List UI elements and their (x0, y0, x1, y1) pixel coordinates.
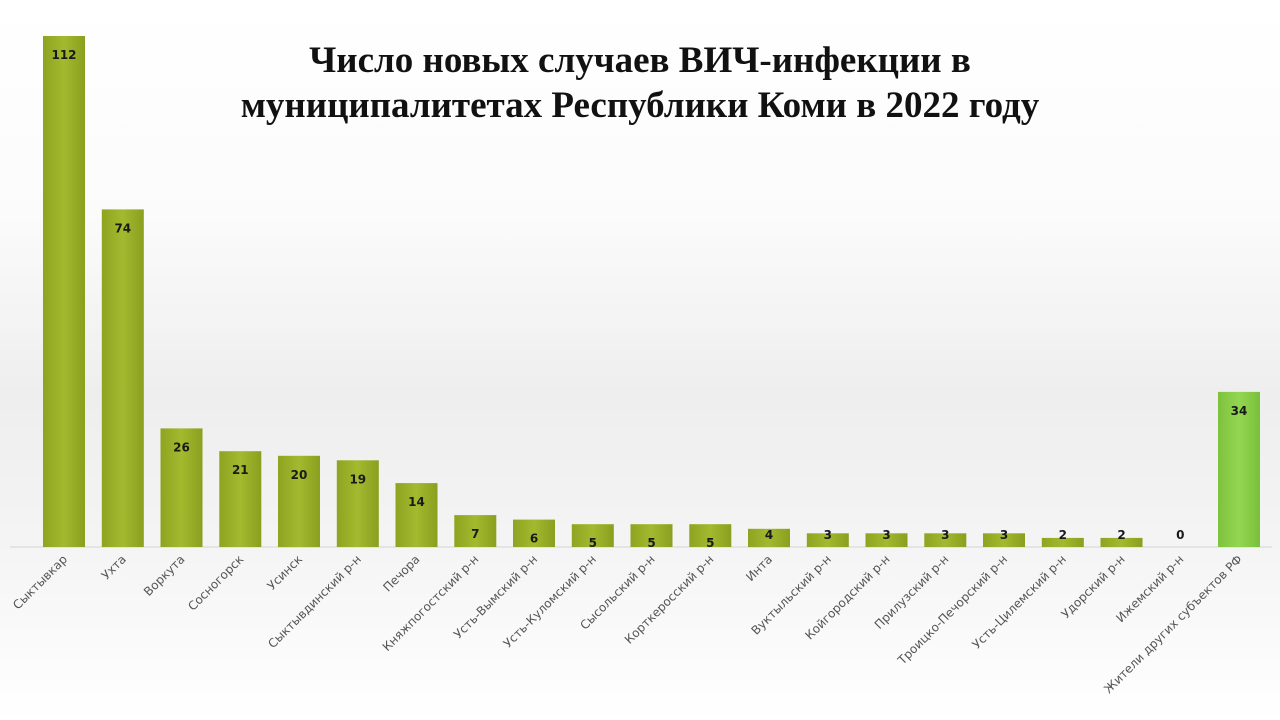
chart-title: Число новых случаев ВИЧ-инфекции в муниц… (240, 40, 1040, 126)
bar-21 (1218, 391, 1260, 547)
bar-14 (806, 533, 849, 547)
bar-value-label: 5 (589, 536, 597, 550)
category-label: Троицко-Печорский р-н (894, 552, 1010, 668)
bar-15 (865, 533, 908, 547)
bar-value-label: 34 (1231, 404, 1248, 418)
bar-13 (748, 528, 790, 548)
bar-value-label: 3 (882, 528, 890, 542)
bar-value-label: 2 (1059, 528, 1067, 542)
bar-6 (336, 460, 379, 547)
category-label: Воркута (141, 552, 188, 599)
bar-10 (571, 524, 614, 547)
bar-value-label: 14 (408, 495, 425, 509)
category-label: Сыктывкар (10, 552, 70, 612)
bar-value-label: 4 (765, 528, 773, 542)
bar-17 (983, 533, 1025, 547)
bar-9 (513, 519, 555, 547)
bar-1 (43, 36, 85, 547)
bar-18 (1041, 537, 1084, 547)
bar-value-label: 3 (1000, 528, 1008, 542)
bar-8 (454, 515, 497, 547)
bar-value-label: 21 (232, 463, 249, 477)
category-label: Печора (380, 552, 422, 594)
bar-value-label: 3 (824, 528, 832, 542)
category-label: Инта (743, 552, 775, 584)
bar-value-label: 6 (530, 532, 538, 546)
category-label: Княжпогостский р-н (380, 552, 482, 654)
bar-value-label: 7 (471, 527, 479, 541)
bar-11 (630, 524, 673, 547)
bar-12 (689, 524, 732, 547)
bar-value-label: 20 (291, 468, 308, 482)
bar-value-label: 26 (173, 440, 190, 454)
bar-value-label: 5 (706, 536, 714, 550)
bar-value-label: 5 (647, 536, 655, 550)
bar-value-label: 3 (941, 528, 949, 542)
bar-value-label: 112 (51, 48, 76, 62)
category-label: Сосногорск (185, 552, 246, 613)
bar-7 (395, 483, 438, 547)
bar-value-label: 2 (1117, 528, 1125, 542)
bar-4 (219, 451, 262, 547)
bar-2 (101, 209, 144, 547)
bar-19 (1100, 537, 1143, 547)
bar-16 (924, 533, 967, 547)
bar-5 (278, 455, 320, 548)
bar-value-label: 19 (349, 472, 366, 486)
category-label: Усинск (265, 552, 306, 593)
category-label: Ухта (99, 552, 129, 582)
bar-value-label: 74 (114, 221, 131, 235)
bar-3 (160, 428, 203, 547)
bar-value-label: 0 (1176, 528, 1184, 542)
